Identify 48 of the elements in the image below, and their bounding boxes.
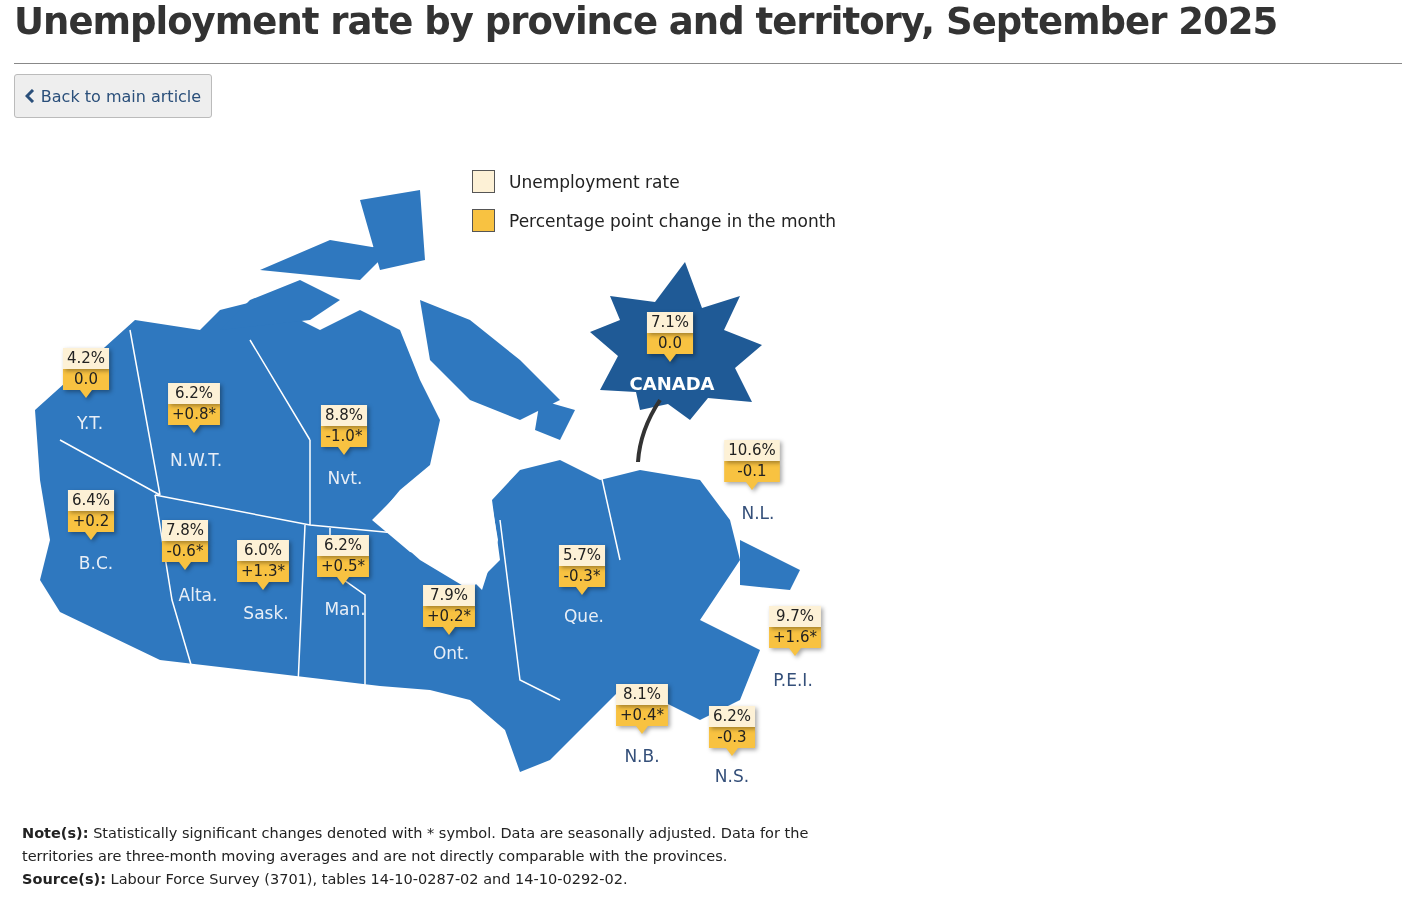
text: Back to main article: [40, 86, 202, 106]
data-label: 0.0: [658, 334, 682, 353]
data-label: -0.1: [737, 462, 767, 481]
data-label: +0.4*: [620, 706, 665, 725]
category-label: Man.: [324, 599, 366, 620]
category-label: Sask.: [243, 603, 289, 624]
data-label: 7.8%: [165, 521, 205, 540]
text: Note(s): Statistically significant changes denoted with * symbol. Data are seasonally adjusted. Data for the territories are three-month moving averages and are not directly comparable with the provinces.: [22, 824, 810, 866]
legend-label: Percentage point change in the month: [509, 210, 837, 231]
category-label: N.W.T.: [169, 450, 223, 471]
data-label: -0.3: [717, 728, 747, 747]
data-label: +0.8*: [172, 405, 217, 424]
data-label: 6.2%: [323, 536, 363, 555]
category-label: Y.T.: [75, 413, 104, 434]
source-note: Source(s): Labour Force Survey (3701), tables 14-10-0287-02 and 14-10-0292-02.: [22, 870, 629, 889]
category-label: Que.: [563, 606, 605, 627]
category-label: Nvt.: [327, 468, 363, 489]
data-label: +0.2: [72, 512, 110, 531]
category-label: B.C.: [78, 553, 114, 574]
data-label: 6.4%: [71, 491, 111, 510]
data-label: +0.2*: [427, 607, 472, 626]
data-label: +1.3*: [241, 562, 286, 581]
data-label: 6.0%: [243, 541, 283, 560]
data-label: -0.6*: [166, 542, 204, 561]
data-label: 8.8%: [324, 406, 364, 425]
data-label: 7.9%: [429, 586, 469, 605]
data-label: 6.2%: [712, 707, 752, 726]
data-label: +1.6*: [773, 628, 818, 647]
data-label: 5.7%: [562, 546, 602, 565]
data-label: 10.6%: [728, 441, 776, 460]
data-label: 7.1%: [650, 313, 690, 332]
data-label: +0.5*: [321, 557, 366, 576]
text: Unemployment rate by province and territory, September 2025: [14, 0, 1278, 43]
category-label: N.L.: [741, 503, 775, 524]
category-label: N.B.: [624, 746, 660, 767]
data-label: 9.7%: [775, 607, 815, 626]
category-label: Ont.: [432, 643, 470, 664]
category-label: N.S.: [714, 766, 750, 787]
category-label: CANADA: [629, 372, 715, 394]
data-label: -1.0*: [325, 427, 363, 446]
data-label: 6.2%: [174, 384, 214, 403]
legend-label: Unemployment rate: [509, 171, 680, 192]
data-label: -0.3*: [563, 567, 601, 586]
category-label: P.E.I.: [773, 670, 813, 691]
data-label: 8.1%: [622, 685, 662, 704]
data-label: 4.2%: [66, 349, 106, 368]
data-label: 0.0: [74, 370, 98, 389]
category-label: Alta.: [178, 585, 218, 606]
